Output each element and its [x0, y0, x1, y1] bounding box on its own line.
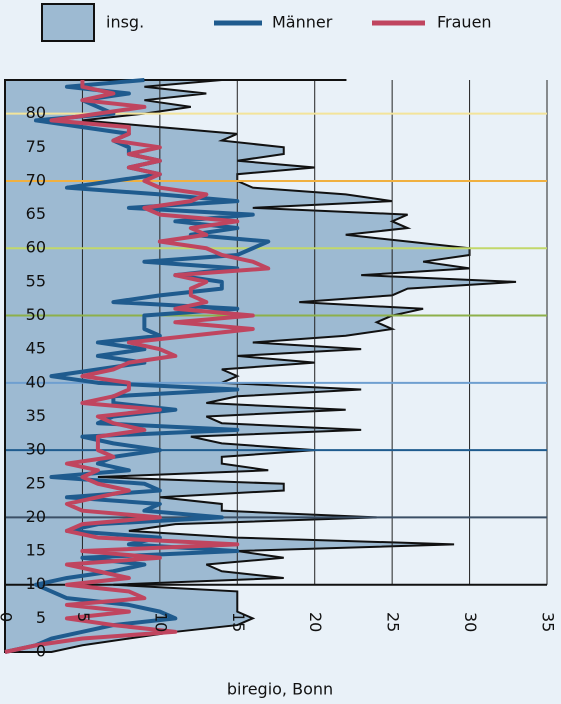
y-tick-label: 75 [26, 137, 46, 156]
y-tick-label: 50 [26, 305, 46, 324]
x-tick-label: 15 [229, 612, 248, 632]
x-tick-label: 5 [74, 612, 93, 622]
y-tick-label: 35 [26, 406, 46, 425]
y-tick-label: 40 [26, 372, 46, 391]
y-tick-label: 25 [26, 473, 46, 492]
x-tick-label: 0 [0, 612, 16, 622]
legend-label: Männer [272, 13, 333, 32]
legend-label: Frauen [437, 13, 492, 32]
y-tick-label: 30 [26, 440, 46, 459]
y-tick-label: 70 [26, 170, 46, 189]
y-tick-label: 15 [26, 541, 46, 560]
y-tick-label: 5 [36, 608, 46, 627]
y-tick-label: 10 [26, 574, 46, 593]
x-tick-label: 30 [461, 612, 480, 632]
x-tick-label: 20 [306, 612, 325, 632]
y-tick-label: 20 [26, 507, 46, 526]
y-tick-label: 65 [26, 204, 46, 223]
y-tick-label: 45 [26, 339, 46, 358]
legend-swatch [41, 3, 95, 42]
line [4, 80, 271, 654]
x-tick-label: 10 [151, 612, 170, 632]
x-tick-label: 35 [539, 612, 558, 632]
y-tick-label: 60 [26, 238, 46, 257]
y-tick-label: 0 [36, 642, 46, 661]
y-tick-label: 80 [26, 103, 46, 122]
x-tick-label: 25 [384, 612, 403, 632]
y-tick-label: 55 [26, 271, 46, 290]
caption: biregio, Bonn [227, 680, 333, 699]
legend-label: insg. [106, 13, 144, 32]
